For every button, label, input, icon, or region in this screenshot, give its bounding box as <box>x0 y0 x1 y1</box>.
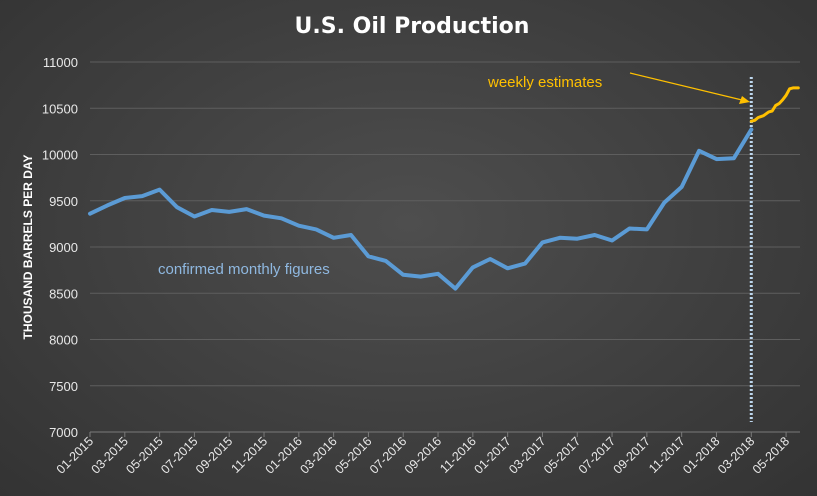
x-tick-label: 11-2016 <box>437 434 479 476</box>
x-tick-label: 11-2017 <box>646 434 688 476</box>
chart-title: U.S. Oil Production <box>295 14 530 39</box>
series-lines <box>88 86 800 291</box>
weekly-annotation-arrow <box>629 72 743 101</box>
gridlines <box>90 61 800 433</box>
x-tick-label: 09-2015 <box>193 434 235 476</box>
weekly-series-line <box>749 86 800 123</box>
y-tick-label: 8000 <box>49 333 78 348</box>
y-tick-label: 7500 <box>49 379 78 394</box>
y-tick-label: 10500 <box>42 101 78 116</box>
x-tick-label: 01-2016 <box>263 434 305 476</box>
x-tick-label: 03-2016 <box>297 434 339 476</box>
x-tick-label: 03-2017 <box>506 434 548 476</box>
y-tick-label: 10000 <box>42 148 78 163</box>
x-tick-label: 11-2015 <box>228 434 270 476</box>
x-tick-label: 01-2015 <box>54 434 96 476</box>
y-axis-label: THOUSAND BARRELS PER DAY <box>21 155 35 340</box>
x-tick-label: 05-2016 <box>332 434 374 476</box>
monthly-annotation: confirmed monthly figures <box>158 261 330 278</box>
y-tick-label: 8500 <box>49 286 78 301</box>
x-tick-label: 09-2017 <box>611 434 653 476</box>
x-tick-label: 05-2015 <box>123 434 165 476</box>
x-tick-label: 07-2017 <box>576 434 618 476</box>
x-tick-label: 07-2016 <box>367 434 409 476</box>
y-tick-label: 11000 <box>43 55 78 70</box>
y-tick-labels: 7000 7500 8000 8500 9000 9500 10000 10500 11000 <box>42 55 78 440</box>
x-tick-label: 05-2018 <box>750 434 792 476</box>
x-tick-label: 01-2018 <box>680 434 722 476</box>
y-tick-label: 7000 <box>49 425 78 440</box>
x-tick-label: 09-2016 <box>402 434 444 476</box>
x-tick-label: 07-2015 <box>158 434 200 476</box>
weekly-annotation-arrowhead <box>739 96 750 104</box>
y-tick-label: 9500 <box>49 194 78 209</box>
x-tick-labels: 01-201503-201505-201507-201509-201511-20… <box>54 432 792 477</box>
x-tick-label: 03-2018 <box>715 434 757 476</box>
y-tick-label: 9000 <box>49 240 78 255</box>
x-tick-label: 01-2017 <box>471 434 513 476</box>
x-tick-label: 05-2017 <box>541 434 583 476</box>
annotations: confirmed monthly figures weekly estimat… <box>158 72 750 278</box>
x-tick-label: 03-2015 <box>89 434 131 476</box>
weekly-annotation: weekly estimates <box>487 74 602 91</box>
